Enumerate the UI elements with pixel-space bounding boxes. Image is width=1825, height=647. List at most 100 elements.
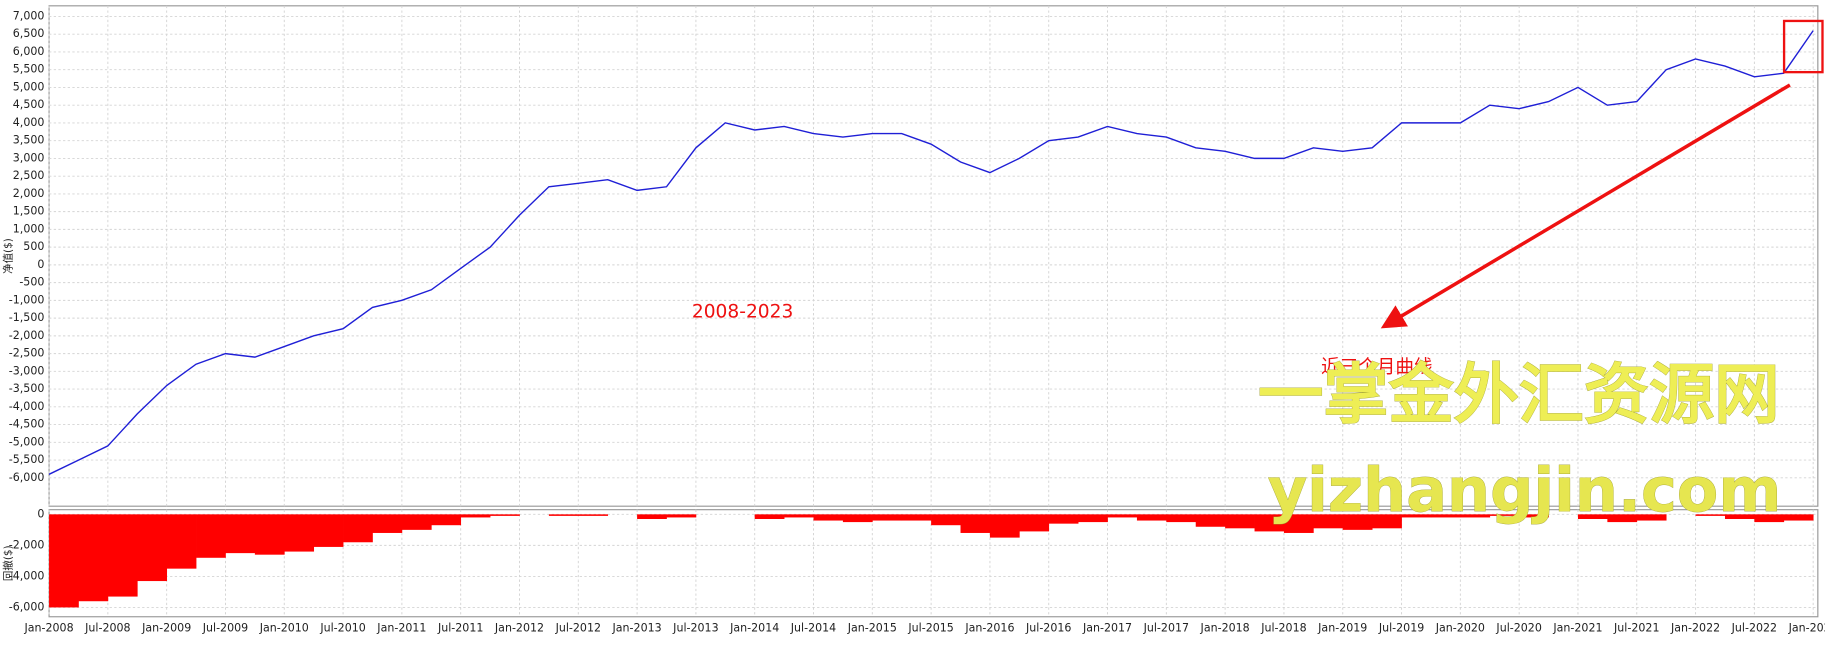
x-tick-label: Jan-2008 bbox=[23, 621, 73, 634]
y-tick-label: -1,000 bbox=[9, 293, 45, 306]
drawdown-bar bbox=[1254, 514, 1285, 532]
drawdown-bar bbox=[1107, 514, 1138, 518]
y-tick-label: 0 bbox=[37, 507, 44, 520]
drawdown-bar bbox=[1136, 514, 1167, 521]
drawdown-bar bbox=[548, 514, 579, 516]
y-tick-label: 0 bbox=[37, 258, 44, 271]
x-tick-label: Jul-2020 bbox=[1495, 621, 1541, 634]
y-tick-label: 2,000 bbox=[13, 187, 45, 200]
drawdown-bar bbox=[343, 514, 373, 543]
y-tick-label: -3,500 bbox=[9, 382, 45, 395]
y-tick-label: -500 bbox=[19, 276, 44, 289]
y-tick-label: 1,500 bbox=[13, 205, 45, 218]
drawdown-bar bbox=[1577, 514, 1608, 519]
drawdown-bar bbox=[460, 514, 491, 518]
x-tick-label: Jan-2017 bbox=[1082, 621, 1132, 634]
x-tick-label: Jan-2012 bbox=[494, 621, 544, 634]
annotation: 2008-2023 bbox=[692, 301, 793, 322]
y-tick-label: 6,000 bbox=[13, 45, 45, 58]
drawdown-bar bbox=[1195, 514, 1226, 527]
drawdown-bar bbox=[372, 514, 403, 533]
y-tick-label: 7,000 bbox=[13, 9, 45, 22]
x-tick-label: Jan-2014 bbox=[729, 621, 779, 634]
x-tick-label: Jul-2016 bbox=[1025, 621, 1071, 634]
y-tick-label: -1,500 bbox=[9, 311, 45, 324]
plot-layer: 7,000 6,500 6,000 5,500 5,000 4,500 4,000 3,500… bbox=[1, 5, 1825, 634]
drawdown-bar bbox=[1283, 514, 1314, 533]
y-tick-label: -6,000 bbox=[9, 471, 45, 484]
drawdown-bar bbox=[1695, 514, 1726, 516]
x-tick-label: Jan-2019 bbox=[1317, 621, 1367, 634]
y-tick-label: 5,500 bbox=[13, 63, 45, 76]
drawdown-bar bbox=[813, 514, 844, 521]
drawdown-bar bbox=[166, 514, 197, 569]
x-tick-label: Jul-2013 bbox=[672, 621, 718, 634]
x-tick-label: Jul-2011 bbox=[437, 621, 483, 634]
drawdown-bar bbox=[49, 514, 79, 608]
drawdown-bar bbox=[931, 514, 961, 526]
equity-line bbox=[48, 30, 1814, 475]
drawdown-bar bbox=[1607, 514, 1638, 523]
drawdown-bar bbox=[901, 514, 932, 521]
y-tick-label: -4,500 bbox=[9, 418, 45, 431]
drawdown-bar bbox=[1783, 514, 1814, 521]
drawdown-bar bbox=[1372, 514, 1402, 529]
x-tick-label: Jan-2009 bbox=[141, 621, 191, 634]
x-tick-label: Jan-2016 bbox=[964, 621, 1014, 634]
drawdown-bar bbox=[225, 514, 256, 554]
drawdown-bar bbox=[1078, 514, 1108, 523]
x-tick-label: Jul-2009 bbox=[202, 621, 248, 634]
x-tick-label: Jul-2021 bbox=[1613, 621, 1659, 634]
x-tick-label: Jul-2008 bbox=[84, 621, 130, 634]
y-tick-label: 1,000 bbox=[13, 222, 45, 235]
y-axis-title: 回撤($) bbox=[1, 545, 14, 581]
x-tick-label: Jan-2011 bbox=[376, 621, 426, 634]
x-tick-label: Jan-2015 bbox=[847, 621, 897, 634]
y-tick-label: 3,500 bbox=[13, 134, 45, 147]
drawdown-bar bbox=[313, 514, 344, 547]
x-tick-label: Jul-2022 bbox=[1731, 621, 1777, 634]
x-tick-label: Jan-2018 bbox=[1200, 621, 1250, 634]
drawdown-bar bbox=[196, 514, 226, 558]
x-tick-label: Jul-2019 bbox=[1378, 621, 1424, 634]
drawdown-bar bbox=[1519, 514, 1549, 518]
x-tick-label: Jan-2013 bbox=[612, 621, 662, 634]
top-panel bbox=[48, 5, 1819, 507]
drawdown-bar bbox=[784, 514, 814, 518]
drawdown-bar bbox=[1019, 514, 1050, 532]
drawdown-bar bbox=[989, 514, 1020, 538]
drawdown-bar bbox=[284, 514, 315, 552]
drawdown-bar bbox=[1166, 514, 1197, 523]
annotation: 近三个月曲线 bbox=[1321, 357, 1433, 378]
y-tick-label: -5,000 bbox=[9, 435, 45, 448]
drawdown-bar bbox=[960, 514, 991, 533]
drawdown-bar bbox=[107, 514, 138, 597]
x-tick-label: Jul-2014 bbox=[790, 621, 836, 634]
drawdown-bar bbox=[637, 514, 667, 519]
drawdown-bar bbox=[1401, 514, 1432, 518]
arrow bbox=[1380, 83, 1791, 329]
x-tick-label: Jul-2017 bbox=[1143, 621, 1189, 634]
drawdown-bar bbox=[1754, 514, 1785, 523]
drawdown-bar bbox=[401, 514, 432, 530]
drawdown-bar bbox=[1313, 514, 1344, 529]
drawdown-bar bbox=[1460, 514, 1491, 518]
drawdown-bar bbox=[431, 514, 462, 526]
x-tick-label: Jan-2020 bbox=[1435, 621, 1485, 634]
drawdown-bar bbox=[1724, 514, 1755, 519]
watermark: yizhangjin.com bbox=[1268, 456, 1782, 526]
y-tick-label: -2,500 bbox=[9, 347, 45, 360]
y-tick-label: 6,500 bbox=[13, 27, 45, 40]
y-tick-label: 500 bbox=[23, 240, 44, 253]
watermark: 一掌金外汇资源网 bbox=[1258, 358, 1779, 433]
highlight-box bbox=[1782, 19, 1824, 74]
x-tick-label: Jan-2010 bbox=[259, 621, 309, 634]
drawdown-bar bbox=[1225, 514, 1255, 529]
drawdown-bar bbox=[754, 514, 785, 519]
drawdown-bar bbox=[1489, 514, 1520, 516]
y-tick-label: 2,500 bbox=[13, 169, 45, 182]
drawdown-bar bbox=[842, 514, 873, 523]
drawdown-bar bbox=[1342, 514, 1373, 530]
y-tick-label: -4,000 bbox=[9, 400, 45, 413]
